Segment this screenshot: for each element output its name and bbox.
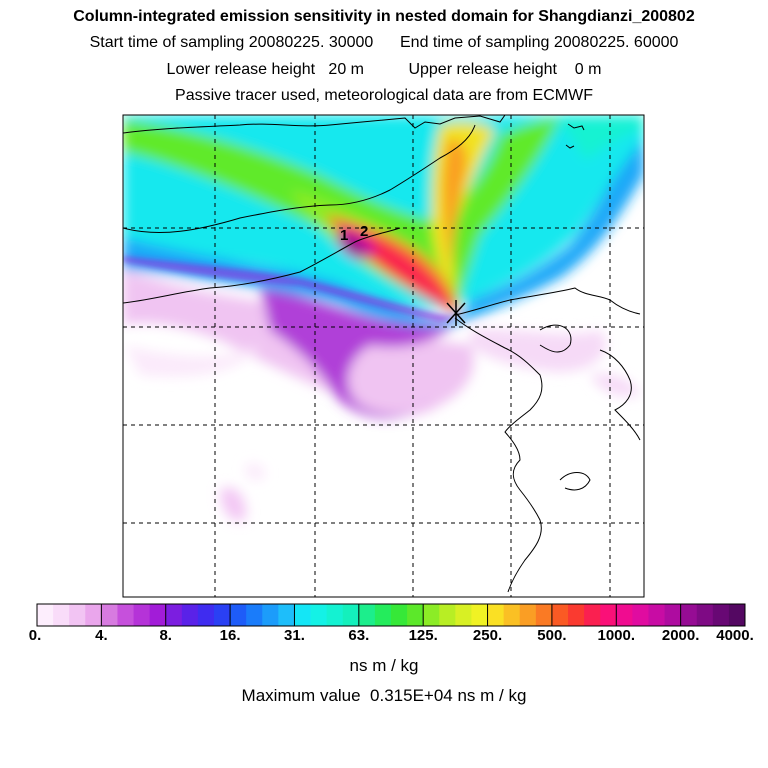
colorbar-cell [69, 604, 86, 626]
colorbar-cell [503, 604, 521, 626]
colorbar-cell [53, 604, 70, 626]
colorbar-cell [439, 604, 456, 626]
colorbar-tick-label: 8. [159, 627, 172, 644]
colorbar-cell [616, 604, 633, 626]
release-label-2: 2 [360, 223, 368, 240]
colorbar-cell [423, 604, 440, 626]
colorbar-tick-label: 0. [28, 627, 42, 644]
colorbar-cell [310, 604, 328, 626]
maximum-value-text: Maximum value 0.315E+04 ns m / kg [241, 686, 527, 705]
colorbar-cell [133, 604, 151, 626]
colorbar-tick-label: 4. [95, 627, 108, 644]
colorbar-cells [37, 604, 746, 626]
release-height-line: Lower release height 20 m Upper release … [166, 61, 602, 78]
map-gridlines [123, 115, 644, 597]
colorbar-cell [728, 604, 746, 626]
colorbar-cell [648, 604, 665, 626]
colorbar-cell [181, 604, 199, 626]
sampling-time-line: Start time of sampling 20080225. 30000 E… [89, 34, 679, 51]
colorbar-cell [584, 604, 601, 626]
colorbar-tick-label: 2000. [661, 627, 700, 644]
receptor-star-icon [446, 300, 466, 326]
colorbar-tick-label: 125. [408, 627, 438, 644]
colorbar-cell [391, 604, 408, 626]
colorbar-cell [197, 604, 215, 626]
colorbar-tick-label: 31. [284, 627, 305, 644]
colorbar-tick-label: 250. [472, 627, 503, 644]
colorbar [36, 603, 746, 627]
colorbar-cell [101, 604, 118, 626]
colorbar-cell [214, 604, 231, 626]
colorbar-cell [149, 604, 167, 626]
colorbar-cell [294, 604, 311, 626]
colorbar-tick-label: 1000. [597, 627, 636, 644]
colorbar-units: ns m / kg [349, 656, 419, 675]
colorbar-cell [696, 604, 714, 626]
colorbar-cell [519, 604, 537, 626]
tracer-info-line: Passive tracer used, meteorological data… [175, 87, 593, 104]
colorbar-cell [568, 604, 585, 626]
colorbar-cell [551, 604, 569, 626]
colorbar-cell [374, 604, 392, 626]
colorbar-tick-label: 63. [348, 627, 370, 644]
colorbar-tick-label: 16. [219, 627, 241, 644]
colorbar-cell [342, 604, 360, 626]
colorbar-cell [262, 604, 279, 626]
colorbar-cell [358, 604, 376, 626]
colorbar-cell [165, 604, 183, 626]
colorbar-cell [117, 604, 134, 626]
sensitivity-field [123, 115, 644, 597]
colorbar-frame [36, 603, 746, 627]
colorbar-cell [278, 604, 295, 626]
colorbar-cell [326, 604, 344, 626]
colorbar-cell [680, 604, 698, 626]
release-label-1: 1 [340, 227, 348, 244]
colorbar-cell [664, 604, 682, 626]
chart-title: Column-integrated emission sensitivity i… [73, 8, 695, 25]
colorbar-cell [535, 604, 553, 626]
coastline-borders [123, 115, 641, 593]
colorbar-cell [246, 604, 263, 626]
map-frame [122, 114, 645, 598]
colorbar-cell [487, 604, 505, 626]
colorbar-tick-label: 500. [537, 627, 567, 644]
colorbar-cell [712, 604, 730, 626]
colorbar-cell [230, 604, 247, 626]
colorbar-cell [37, 604, 54, 626]
colorbar-cell [455, 604, 472, 626]
colorbar-tick-label: 4000. [716, 627, 754, 644]
colorbar-cell [632, 604, 649, 626]
sensitivity-map: 1 2 [122, 114, 645, 598]
colorbar-cell [85, 604, 102, 626]
colorbar-cell [471, 604, 488, 626]
colorbar-cell [407, 604, 424, 626]
colorbar-cell [600, 604, 617, 626]
